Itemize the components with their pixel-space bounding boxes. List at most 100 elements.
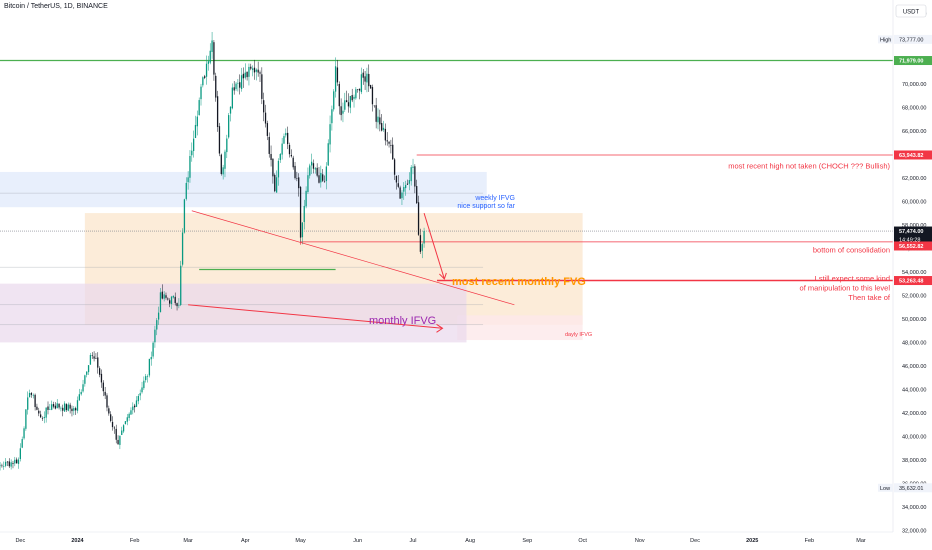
time-axis[interactable]: Dec 2024 Feb Mar Apr May Jun Jul Aug Sep Oct Nov Dec…	[0, 531, 893, 544]
downward-trendline[interactable]	[191, 210, 515, 306]
candle-body	[307, 175, 309, 192]
candle-body	[310, 161, 313, 166]
price-axis[interactable]: 76,000.0074,000.0072,000.0070,000.0068,0…	[878, 0, 932, 550]
consolidation-annotation: bottom of consolidation	[813, 246, 890, 255]
candle-body	[6, 461, 9, 463]
manipulation-tag: 53,263.48	[899, 279, 923, 285]
recent-high-annotation: most recent high not taken (CHOCH ??? Bu…	[728, 162, 890, 171]
candle-body	[294, 165, 296, 179]
candle-body	[86, 371, 88, 375]
candle-body	[357, 89, 359, 90]
candle-body	[104, 391, 106, 396]
candle-body	[216, 96, 219, 128]
candle-body	[3, 466, 5, 467]
candle-body	[93, 356, 95, 359]
time-tick-label: Aug	[465, 538, 475, 544]
time-tick-label: 2025	[746, 538, 758, 544]
time-tick-label: Apr	[241, 538, 250, 544]
candle-body	[181, 232, 184, 265]
candle-body	[215, 75, 217, 98]
candle-body	[395, 175, 398, 183]
candle-body	[102, 382, 104, 392]
candle-body	[281, 143, 283, 155]
candle-body	[272, 158, 274, 177]
candle-body	[240, 75, 243, 90]
candle-body	[198, 100, 200, 116]
arrow-to-manipulation[interactable]	[423, 212, 445, 280]
price-tick-label: 46,000.00	[902, 364, 926, 370]
candle-body	[137, 396, 139, 402]
candle-body	[117, 439, 119, 445]
time-tick-label: Nov	[635, 538, 645, 544]
candle-body	[56, 403, 58, 409]
candle-body	[346, 100, 348, 103]
candle-body	[51, 404, 53, 410]
candle-body	[244, 72, 246, 78]
candle-body	[192, 138, 195, 152]
candle-body	[229, 106, 232, 114]
monthly-fvg-label: most recent monthly FVG	[452, 276, 586, 288]
candle-body	[329, 124, 331, 145]
price-tick-label: 38,000.00	[902, 458, 926, 464]
candle-body	[34, 394, 36, 408]
candle-body	[209, 50, 211, 63]
candle-body	[347, 102, 350, 107]
candle-body	[58, 403, 60, 408]
candle-body	[375, 105, 377, 122]
recent-high-tag-bg	[894, 150, 932, 160]
candle-body	[52, 404, 55, 407]
candle-body	[106, 395, 108, 408]
arrow-monthly-ifvg[interactable]	[188, 304, 443, 329]
candle-body	[283, 136, 285, 144]
monthly-ifvg-zone[interactable]	[0, 283, 467, 343]
time-tick-label: Feb	[130, 538, 139, 544]
candle-body	[412, 166, 414, 168]
candle-body	[406, 183, 409, 185]
candle-body	[163, 294, 165, 299]
candle-body	[14, 459, 16, 464]
price-tick-label: 44,000.00	[902, 387, 926, 393]
candle-body	[167, 298, 169, 300]
candle-body	[174, 296, 176, 304]
candle-body	[421, 244, 423, 251]
candle-body	[298, 177, 300, 189]
candle-body	[381, 123, 383, 131]
arrow-head-icon	[436, 323, 444, 333]
candle-body	[388, 141, 390, 144]
candle-body	[248, 66, 250, 77]
currency-badge[interactable]	[895, 4, 927, 18]
candle-body	[386, 140, 388, 142]
candle-body	[145, 376, 147, 381]
price-tick-label: 62,000.00	[902, 176, 926, 182]
manipulation-tag-bg	[894, 276, 932, 286]
candle-body	[152, 342, 154, 357]
candle-body	[226, 138, 228, 153]
candle-body	[268, 136, 270, 154]
candle-body	[279, 153, 281, 161]
candle-body	[75, 408, 77, 411]
candle-body	[325, 166, 328, 182]
candle-body	[67, 404, 69, 411]
candle-body	[255, 69, 257, 72]
candle-body	[257, 69, 259, 73]
candle-body	[369, 85, 372, 89]
candle-body	[47, 406, 49, 410]
candle-body	[43, 417, 45, 419]
candle-body	[213, 42, 215, 75]
daily-ifvg-zone[interactable]	[457, 315, 583, 341]
level-lines-layer	[0, 59, 893, 282]
candle-body	[351, 95, 353, 101]
weekly-ifvg-zone[interactable]	[0, 171, 487, 208]
candle-body	[135, 400, 138, 407]
manipulation-note-line1: I still expect some kind	[815, 274, 890, 283]
candle-body	[211, 40, 213, 52]
candle-body	[128, 413, 130, 419]
candle-body	[110, 414, 112, 421]
candle-body	[338, 84, 340, 107]
candle-body	[194, 124, 197, 139]
candle-body	[277, 160, 280, 178]
recent-high-tag: 63,943.82	[899, 153, 923, 159]
time-tick-label: Mar	[856, 538, 866, 544]
candle-body	[36, 406, 38, 410]
